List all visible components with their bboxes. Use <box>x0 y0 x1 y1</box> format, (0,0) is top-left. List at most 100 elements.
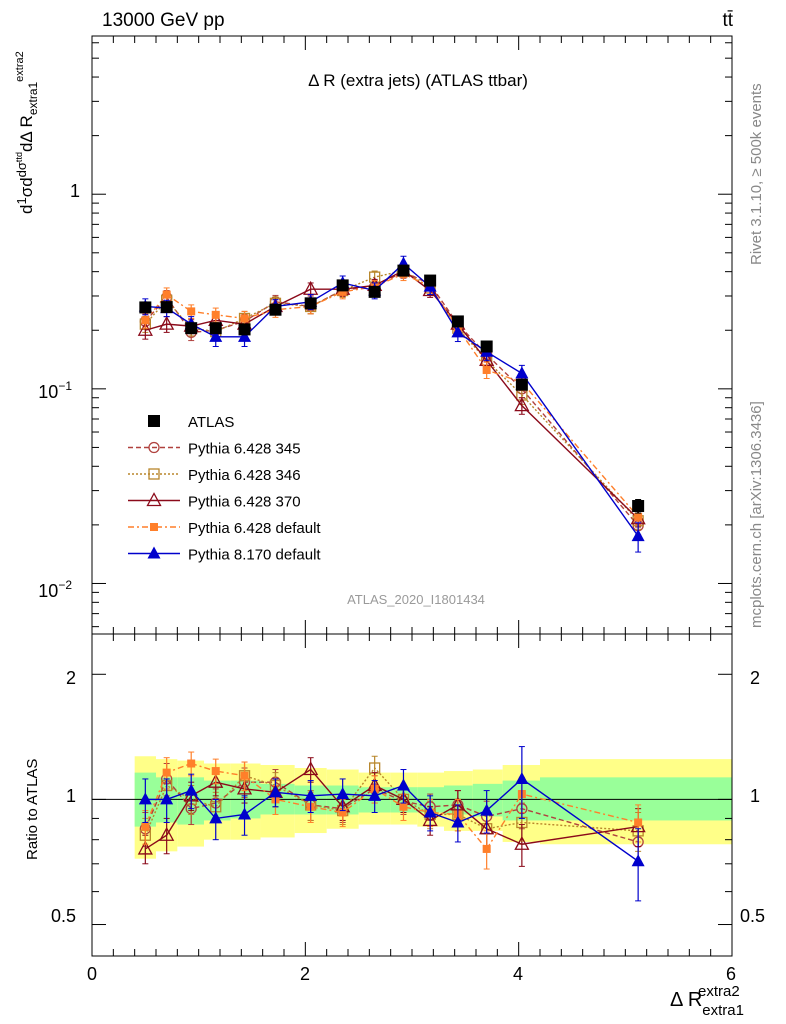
legend-entry: Pythia 6.428 370 <box>128 492 301 511</box>
data-point <box>159 826 175 841</box>
process-label: tt̄ <box>722 10 733 31</box>
data-point <box>137 321 153 336</box>
series-line <box>144 270 639 527</box>
main-series-layer <box>137 255 646 553</box>
data-point <box>396 778 410 791</box>
data-point <box>336 279 349 292</box>
data-point <box>185 322 198 335</box>
legend-label: Pythia 6.428 default <box>188 520 321 537</box>
data-point <box>482 844 491 853</box>
data-point <box>162 768 171 777</box>
legend-label: Pythia 6.428 346 <box>188 467 301 484</box>
data-point <box>160 792 174 805</box>
legend-label: Pythia 8.170 default <box>188 547 321 564</box>
xtick-label: 4 <box>513 964 523 984</box>
ratio-ytick-label-right: 2 <box>750 668 760 688</box>
legend-marker <box>146 492 162 507</box>
main-title: Δ R (extra jets) (ATLAS ttbar) <box>308 71 528 90</box>
legend-marker <box>147 546 161 559</box>
data-point <box>269 303 282 316</box>
data-point <box>268 785 282 798</box>
main-plot-frame <box>91 35 733 635</box>
data-point <box>141 316 150 325</box>
data-point <box>208 773 224 788</box>
series-p8 <box>138 746 645 902</box>
data-point <box>162 290 171 299</box>
legend-entry: Pythia 8.170 default <box>128 546 321 564</box>
data-point <box>631 854 645 867</box>
data-point <box>397 264 410 277</box>
legend-marker <box>148 441 160 454</box>
legend-marker <box>148 468 160 480</box>
data-point <box>514 397 530 412</box>
ratio-panel: Ratio to ATLAS 2 1 0.5 2 1 0.5 0 2 4 6 Δ… <box>24 633 765 1019</box>
data-point <box>634 818 643 827</box>
data-point <box>236 780 253 795</box>
data-point <box>482 365 491 374</box>
data-point <box>209 811 223 824</box>
data-point <box>139 301 152 314</box>
data-point <box>399 802 408 811</box>
data-point <box>137 840 153 855</box>
legend-label: Pythia 6.428 370 <box>188 494 301 511</box>
legend: ATLAS Pythia 6.428 345 Pythia 6.428 346 Pyt… <box>128 414 321 564</box>
data-point <box>368 285 381 298</box>
data-point <box>238 807 252 820</box>
energy-label: 13000 GeV pp <box>102 10 225 31</box>
ratio-ytick-label: 0.5 <box>51 906 76 926</box>
data-point <box>238 323 251 336</box>
data-point <box>159 315 175 330</box>
data-point <box>238 329 252 342</box>
data-point <box>240 771 249 780</box>
data-point <box>424 274 437 287</box>
main-panel: Δ R (extra jets) (ATLAS ttbar) ATLAS_202… <box>14 35 733 635</box>
data-point <box>211 310 220 319</box>
series-p346 <box>139 264 644 530</box>
data-point <box>304 297 317 310</box>
data-point <box>451 315 464 328</box>
ratio-ytick-label-right: 0.5 <box>740 906 765 926</box>
data-point <box>368 788 382 801</box>
data-point <box>632 500 645 513</box>
xtick-label: 2 <box>300 964 310 984</box>
main-ytick-label: 10−1 <box>38 379 72 402</box>
data-point <box>634 512 643 521</box>
legend-marker <box>150 523 158 531</box>
data-point <box>480 803 494 816</box>
data-point <box>303 761 319 776</box>
data-point <box>209 329 223 342</box>
data-point <box>187 307 196 316</box>
xtick-label: 6 <box>726 964 736 984</box>
legend-entry: Pythia 6.428 345 <box>128 441 301 458</box>
data-point <box>138 792 152 805</box>
data-point <box>515 366 529 379</box>
data-point <box>631 529 645 542</box>
ratio-axis-ticks <box>91 634 733 956</box>
data-point <box>209 322 222 335</box>
xtick-label: 0 <box>87 964 97 984</box>
main-ytick-label: 1 <box>70 181 80 201</box>
ratio-ytick-label-right: 1 <box>750 786 760 806</box>
data-point <box>515 378 528 391</box>
data-point <box>515 771 529 784</box>
data-point <box>423 805 437 818</box>
data-point <box>211 767 220 776</box>
main-ytick-label: 10−2 <box>38 578 72 601</box>
data-point <box>514 835 530 850</box>
uncertainty-band-inner <box>540 777 732 821</box>
legend-marker <box>148 415 160 427</box>
legend-label: ATLAS <box>188 414 234 431</box>
data-point <box>184 783 198 796</box>
series-p370 <box>137 262 646 528</box>
data-point <box>451 325 465 338</box>
data-point <box>240 314 249 323</box>
main-y-label: d1σddσttddΔ Rextra1extra2 <box>14 51 40 214</box>
series-pdefault <box>141 267 643 526</box>
data-point <box>480 340 493 353</box>
legend-entry: ATLAS <box>148 414 234 431</box>
data-point <box>304 788 318 801</box>
series-line <box>144 269 639 522</box>
ratio-y-label: Ratio to ATLAS <box>24 759 41 860</box>
legend-entry: Pythia 6.428 default <box>128 520 321 537</box>
